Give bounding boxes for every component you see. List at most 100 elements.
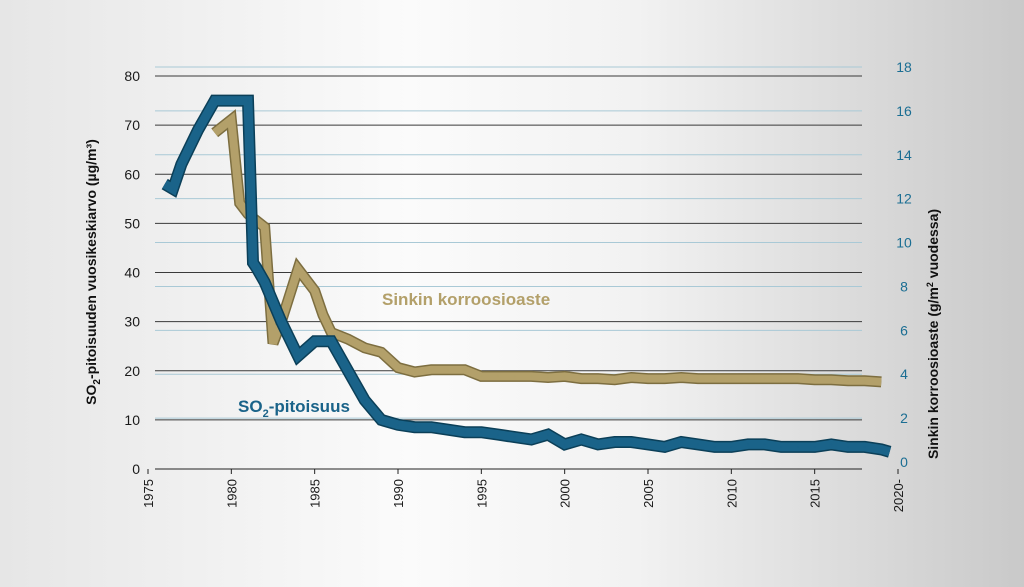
data-point [630,376,632,378]
y-left-tick-label: 20 [124,363,140,379]
y-left-tick-label: 50 [124,215,140,231]
series-line [162,96,891,457]
data-point [780,446,782,448]
zinc-series-label: Sinkin korroosioaste [382,290,550,309]
y-left-tick-label: 80 [124,68,140,84]
data-point [747,377,749,379]
data-point [447,429,449,431]
data-point [380,419,382,421]
data-point [347,370,349,372]
data-point [463,369,465,371]
y-left-tick-label: 30 [124,314,140,330]
data-point [297,268,299,270]
y-right-tick-label: 4 [900,366,908,382]
data-point [630,441,632,443]
x-tick-label: 1995 [474,479,489,508]
y-right-tick-label: 8 [900,278,908,294]
y-right-tick-label: 0 [900,454,908,470]
data-point [563,443,565,445]
data-point [197,129,199,131]
data-point [313,340,315,342]
y-left-tick-label: 60 [124,166,140,182]
y-left-tick-label: 40 [124,265,140,281]
y-left-axis-label: SO2-pitoisuuden vuosikeskiarvo (µg/m³) [83,139,103,405]
x-tick-label: 2010 [724,479,739,508]
data-point [580,438,582,440]
data-point [180,163,182,165]
data-point [547,433,549,435]
data-point [238,202,240,204]
data-point [497,433,499,435]
y-right-tick-label: 6 [900,322,908,338]
y-right-tick-label: 16 [896,103,912,119]
data-point [847,380,849,382]
data-point [255,266,257,268]
y-left-tick-label: 0 [132,461,140,477]
data-point [763,377,765,379]
data-point [322,314,324,316]
data-point [730,446,732,448]
data-point [747,443,749,445]
data-point [172,188,174,190]
data-point [230,118,232,120]
data-point [397,424,399,426]
x-tick-label: 1980 [224,479,239,508]
data-point [830,379,832,381]
data-point [480,431,482,433]
data-point [447,369,449,371]
x-tick-label: 2015 [808,479,823,508]
data-point [863,446,865,448]
so2-series [161,94,892,458]
data-point [280,320,282,322]
data-point [413,371,415,373]
data-point [863,380,865,382]
data-point [213,99,215,101]
data-point [697,443,699,445]
grid [147,66,899,474]
so2-series-label: SO2-pitoisuus [238,397,350,420]
x-tick-label: 1985 [308,479,323,508]
data-point [213,132,215,134]
data-point [413,426,415,428]
data-point [763,443,765,445]
data-point [713,377,715,379]
x-tick-label: 2005 [641,479,656,508]
data-point [797,446,799,448]
data-point [530,375,532,377]
x-tick-label: 1975 [141,479,156,508]
data-point [272,342,274,344]
data-point [680,376,682,378]
y-right-tick-label: 18 [896,59,912,75]
data-point [363,399,365,401]
data-point [680,441,682,443]
data-point [297,355,299,357]
data-point [330,331,332,333]
data-point [647,443,649,445]
x-tick-label: 1990 [391,479,406,508]
y-right-tick-label: 10 [896,235,912,251]
data-point [363,347,365,349]
data-point [880,381,882,383]
data-point [530,438,532,440]
x-tick-label: 2020- [891,479,906,512]
x-tick-label: 2000 [558,479,573,508]
data-point [647,377,649,379]
data-point [830,443,832,445]
y-left-tick-label: 10 [124,412,140,428]
data-point [263,281,265,283]
data-point [597,443,599,445]
data-point [813,446,815,448]
data-point [463,431,465,433]
y-right-tick-label: 12 [896,191,912,207]
y-right-tick-label: 14 [896,147,912,163]
data-point [880,448,882,450]
data-point [397,366,399,368]
data-point [563,375,565,377]
y-right-axis-label: Sinkin korroosioaste (g/m2 vuodessa) [925,209,941,459]
y-right-tick-label: 2 [900,410,908,426]
data-point [730,377,732,379]
data-point [797,377,799,379]
data-point [613,441,615,443]
